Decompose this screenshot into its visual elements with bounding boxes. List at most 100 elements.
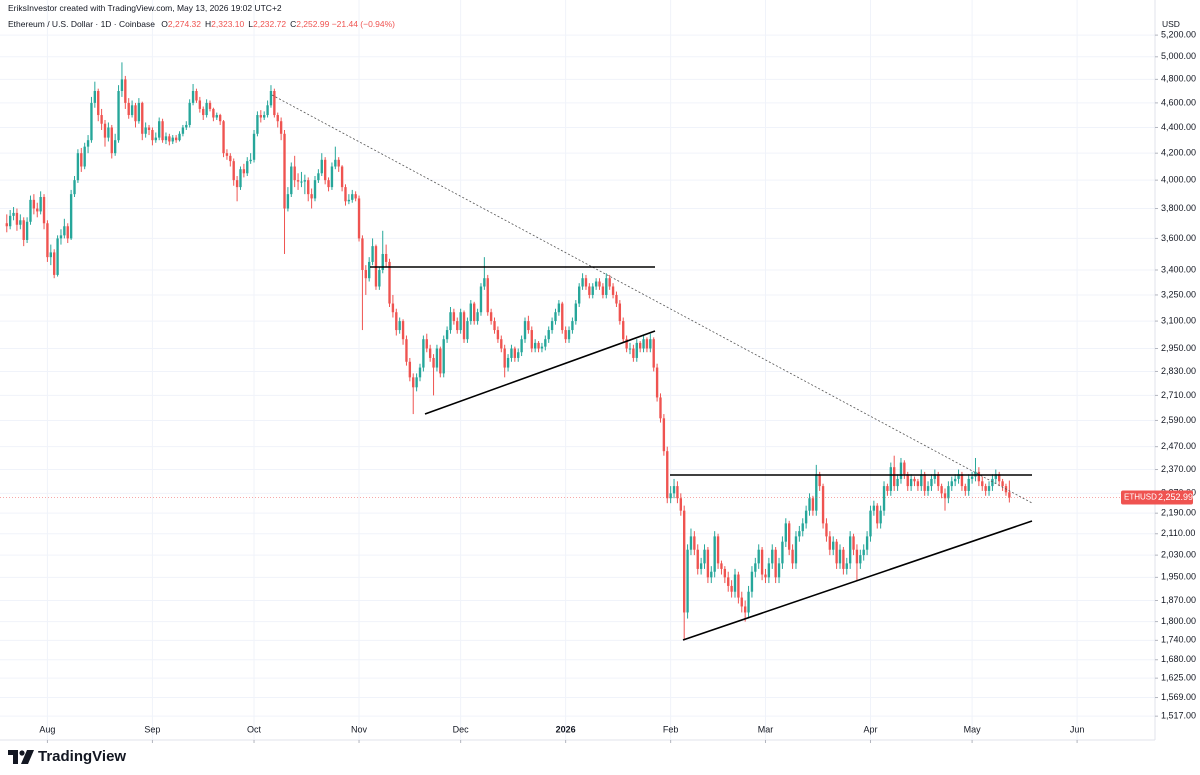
- candle-body: [693, 536, 696, 550]
- candle-body: [909, 478, 913, 487]
- candle-body: [500, 339, 503, 349]
- candle-body: [435, 348, 439, 368]
- y-tick-label: 4,800.00: [1161, 74, 1196, 84]
- ohlc-key: L: [248, 19, 253, 29]
- candle-body: [144, 127, 147, 134]
- candle-body: [862, 549, 865, 556]
- ohlc-value: 2,232.72: [252, 19, 287, 29]
- candle-body: [828, 536, 832, 550]
- candle-body: [957, 474, 960, 479]
- candle-body: [683, 510, 686, 613]
- x-tick-label: Nov: [351, 724, 368, 734]
- candle-body: [178, 133, 181, 141]
- candle-body: [757, 549, 760, 564]
- candle-body: [561, 303, 564, 331]
- candle-body: [598, 281, 601, 287]
- candle-body: [882, 486, 886, 511]
- candle-body: [591, 286, 594, 295]
- candle-body: [950, 481, 953, 487]
- candle-body: [615, 294, 618, 304]
- candle-body: [53, 252, 56, 275]
- candle-body: [611, 286, 615, 295]
- candle-body: [469, 303, 472, 322]
- candle-body: [327, 180, 330, 188]
- candle-body: [307, 180, 310, 195]
- candle-body: [36, 208, 39, 212]
- candle-body: [398, 321, 401, 331]
- y-tick-label: 1,740.00: [1161, 635, 1196, 645]
- candle-body: [574, 303, 577, 322]
- candle-body: [567, 330, 571, 340]
- candle-body: [263, 115, 266, 118]
- candle-body: [503, 348, 506, 368]
- candle-body: [388, 261, 391, 304]
- candle-body: [347, 199, 351, 202]
- candle-body: [432, 357, 435, 368]
- candle-body: [926, 486, 930, 491]
- candle-body: [22, 220, 25, 240]
- ohlc-key: C: [290, 19, 297, 29]
- candle-body: [86, 140, 90, 147]
- candle-body: [578, 286, 581, 304]
- candle-body: [733, 574, 737, 592]
- candle-body: [520, 339, 523, 353]
- candle-body: [970, 476, 974, 479]
- candle-body: [517, 352, 520, 358]
- candle-body: [601, 286, 605, 295]
- candle-body: [69, 194, 73, 239]
- candle-body: [100, 115, 103, 124]
- candle-body: [998, 474, 1001, 482]
- candle-body: [127, 102, 130, 116]
- candle-body: [913, 478, 916, 482]
- logo[interactable]: TradingView: [8, 748, 126, 765]
- candle-body: [696, 549, 699, 569]
- candle-body: [19, 220, 22, 225]
- candle-body: [906, 474, 909, 487]
- candle-body: [594, 281, 598, 287]
- candle-body: [804, 510, 808, 524]
- candle-body: [991, 478, 994, 487]
- trend-lines: [271, 94, 1033, 641]
- candle-body: [981, 481, 984, 487]
- candle-body: [994, 474, 997, 479]
- candle-body: [323, 159, 327, 181]
- y-tick-label: 1,517.00: [1161, 711, 1196, 721]
- candle-body: [361, 238, 364, 271]
- candles: [0, 62, 1155, 641]
- price-axis-panel: [1155, 0, 1200, 740]
- y-tick-label: 2,030.00: [1161, 550, 1196, 560]
- candle-body: [130, 105, 134, 116]
- candle-body: [984, 486, 987, 491]
- logo-icon: [8, 749, 34, 764]
- candle-body: [320, 159, 323, 174]
- candle-body: [527, 321, 530, 331]
- candle-body: [340, 166, 344, 188]
- candle-body: [256, 115, 259, 134]
- candle-body: [225, 153, 229, 156]
- candle-body: [710, 571, 713, 578]
- candle-body: [564, 330, 567, 340]
- candle-body: [134, 105, 137, 122]
- y-tick-label: 1,870.00: [1161, 595, 1196, 605]
- candle-body: [743, 606, 747, 613]
- candle-body: [794, 536, 798, 564]
- candle-body: [740, 597, 743, 607]
- candle-body: [618, 303, 622, 322]
- y-tick-label: 3,800.00: [1161, 203, 1196, 213]
- candle-body: [239, 169, 242, 188]
- candle-body: [533, 342, 537, 349]
- candle-body: [158, 121, 161, 138]
- candle-body: [896, 478, 899, 487]
- candle-body: [727, 577, 730, 586]
- candle-body: [425, 339, 428, 349]
- symbol-tag: ETHUSD: [1124, 493, 1157, 502]
- candle-body: [699, 563, 703, 569]
- candle-body: [249, 159, 252, 162]
- candle-body: [953, 478, 957, 482]
- candle-body: [337, 159, 340, 167]
- candle-body: [788, 523, 791, 550]
- candle-body: [523, 321, 527, 340]
- candle-body: [174, 137, 178, 141]
- candle-body: [395, 312, 398, 331]
